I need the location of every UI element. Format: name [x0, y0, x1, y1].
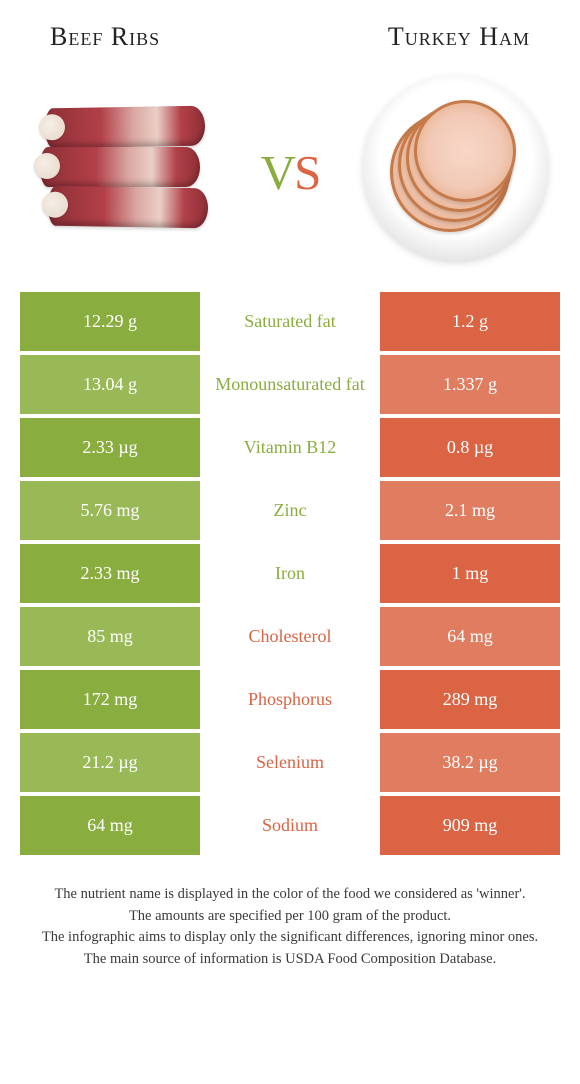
left-value: 5.76 mg: [20, 481, 200, 540]
vs-s: s: [294, 128, 319, 205]
left-value: 12.29 g: [20, 292, 200, 351]
nutrient-label: Phosphorus: [200, 670, 380, 729]
right-value: 64 mg: [380, 607, 560, 666]
left-value: 172 mg: [20, 670, 200, 729]
footnotes: The nutrient name is displayed in the co…: [20, 885, 560, 969]
images-row: vs: [0, 62, 580, 292]
left-value: 21.2 µg: [20, 733, 200, 792]
right-value: 38.2 µg: [380, 733, 560, 792]
nutrition-table: 12.29 gSaturated fat1.2 g13.04 gMonounsa…: [20, 292, 560, 855]
nutrient-label: Sodium: [200, 796, 380, 855]
right-value: 1 mg: [380, 544, 560, 603]
footnote-line: The infographic aims to display only the…: [20, 928, 560, 948]
beef-ribs-image: [30, 72, 220, 262]
right-value: 1.2 g: [380, 292, 560, 351]
left-value: 2.33 mg: [20, 544, 200, 603]
left-value: 2.33 µg: [20, 418, 200, 477]
right-value: 2.1 mg: [380, 481, 560, 540]
vs-v: v: [261, 128, 294, 205]
table-row: 21.2 µgSelenium38.2 µg: [20, 733, 560, 792]
right-value: 289 mg: [380, 670, 560, 729]
header: Beef Ribs Turkey Ham: [0, 0, 580, 62]
beef-ribs-icon: [40, 107, 210, 227]
nutrient-label: Iron: [200, 544, 380, 603]
nutrient-label: Selenium: [200, 733, 380, 792]
left-value: 64 mg: [20, 796, 200, 855]
table-row: 2.33 mgIron1 mg: [20, 544, 560, 603]
left-value: 85 mg: [20, 607, 200, 666]
right-value: 909 mg: [380, 796, 560, 855]
left-food-title: Beef Ribs: [50, 22, 160, 52]
table-row: 5.76 mgZinc2.1 mg: [20, 481, 560, 540]
table-row: 12.29 gSaturated fat1.2 g: [20, 292, 560, 351]
right-food-title: Turkey Ham: [388, 22, 530, 52]
nutrient-label: Cholesterol: [200, 607, 380, 666]
nutrient-label: Zinc: [200, 481, 380, 540]
left-value: 13.04 g: [20, 355, 200, 414]
table-row: 2.33 µgVitamin B120.8 µg: [20, 418, 560, 477]
right-value: 0.8 µg: [380, 418, 560, 477]
nutrient-label: Saturated fat: [200, 292, 380, 351]
table-row: 64 mgSodium909 mg: [20, 796, 560, 855]
right-value: 1.337 g: [380, 355, 560, 414]
footnote-line: The nutrient name is displayed in the co…: [20, 885, 560, 905]
footnote-line: The main source of information is USDA F…: [20, 950, 560, 970]
table-row: 85 mgCholesterol64 mg: [20, 607, 560, 666]
nutrient-label: Monounsaturated fat: [200, 355, 380, 414]
footnote-line: The amounts are specified per 100 gram o…: [20, 907, 560, 927]
plate-icon: [363, 75, 548, 260]
nutrient-label: Vitamin B12: [200, 418, 380, 477]
turkey-ham-icon: [390, 102, 520, 232]
vs-label: vs: [261, 127, 320, 207]
table-row: 13.04 gMonounsaturated fat1.337 g: [20, 355, 560, 414]
table-row: 172 mgPhosphorus289 mg: [20, 670, 560, 729]
turkey-ham-image: [360, 72, 550, 262]
